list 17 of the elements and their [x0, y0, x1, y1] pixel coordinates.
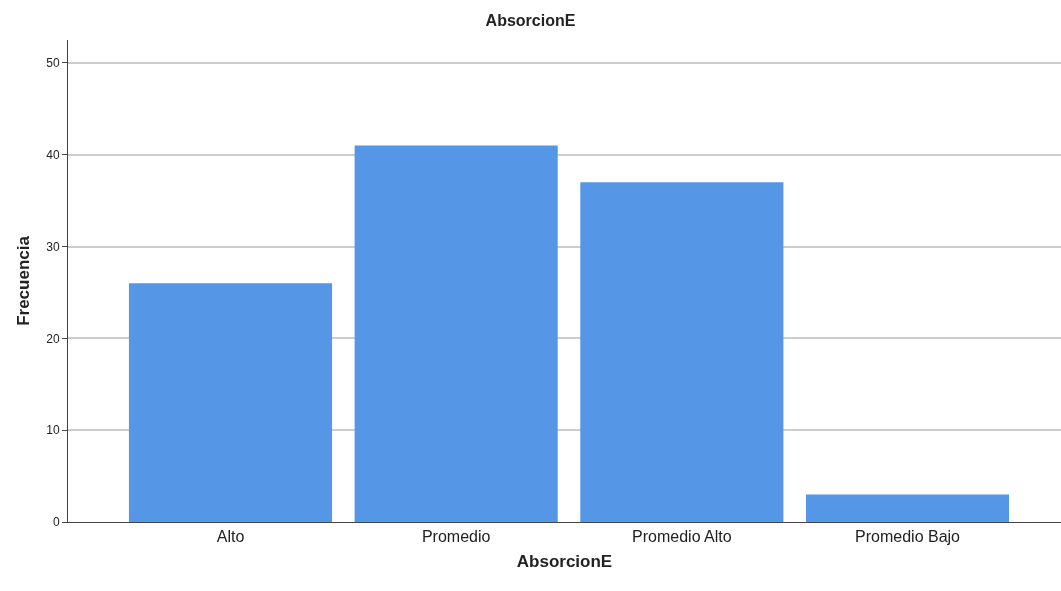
y-tick-label: 40 — [46, 147, 60, 162]
x-tick-label: Promedio Alto — [632, 528, 732, 546]
bar — [805, 494, 1010, 522]
y-tick-label: 0 — [52, 515, 60, 530]
x-tick-label: Promedio — [421, 528, 491, 546]
y-tick-label: 30 — [46, 239, 60, 254]
bar — [580, 182, 784, 522]
x-axis-title: AbsorcionE — [516, 551, 613, 571]
y-tick-label: 20 — [46, 331, 60, 346]
y-tick-label: 10 — [46, 423, 60, 438]
x-tick-label: Promedio Bajo — [855, 528, 961, 546]
x-tick-label: Alto — [216, 528, 245, 546]
bar — [354, 145, 558, 522]
y-tick-label: 50 — [46, 56, 60, 71]
bar — [128, 283, 333, 522]
chart-title: AbsorcionE — [485, 11, 576, 29]
y-axis-title: Frecuencia — [13, 235, 33, 326]
